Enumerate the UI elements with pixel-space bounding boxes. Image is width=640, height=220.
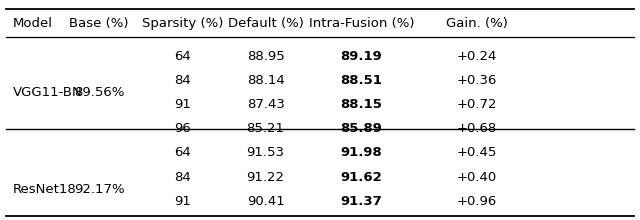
Text: Gain. (%): Gain. (%) bbox=[446, 16, 508, 30]
Text: 88.95: 88.95 bbox=[247, 50, 284, 63]
Text: 89.60: 89.60 bbox=[340, 219, 383, 220]
Text: +0.24: +0.24 bbox=[456, 50, 497, 63]
Text: +0.96: +0.96 bbox=[457, 195, 497, 208]
Text: Default (%): Default (%) bbox=[228, 16, 303, 30]
Text: +0.40: +0.40 bbox=[457, 170, 497, 184]
Text: 96: 96 bbox=[174, 219, 191, 220]
Text: 88.15: 88.15 bbox=[340, 98, 383, 111]
Text: +0.72: +0.72 bbox=[456, 98, 497, 111]
Text: 91.37: 91.37 bbox=[340, 195, 383, 208]
Text: 90.41: 90.41 bbox=[247, 195, 284, 208]
Text: 89.19: 89.19 bbox=[340, 50, 383, 63]
Text: 91: 91 bbox=[174, 98, 191, 111]
Text: 64: 64 bbox=[174, 146, 191, 160]
Text: 89.56%: 89.56% bbox=[74, 86, 124, 99]
Text: +0.45: +0.45 bbox=[456, 146, 497, 160]
Text: 91.62: 91.62 bbox=[340, 170, 383, 184]
Text: Intra-Fusion (%): Intra-Fusion (%) bbox=[309, 16, 414, 30]
Text: 88.14: 88.14 bbox=[247, 74, 284, 87]
Text: 91.53: 91.53 bbox=[246, 146, 285, 160]
Text: VGG11-BN: VGG11-BN bbox=[13, 86, 83, 99]
Text: 84: 84 bbox=[174, 170, 191, 184]
Text: 92.17%: 92.17% bbox=[74, 183, 125, 196]
Text: 96: 96 bbox=[174, 122, 191, 135]
Text: +0.36: +0.36 bbox=[456, 74, 497, 87]
Text: 85.21: 85.21 bbox=[246, 122, 285, 135]
Text: 91.98: 91.98 bbox=[340, 146, 383, 160]
Text: 64: 64 bbox=[174, 50, 191, 63]
Text: Model: Model bbox=[13, 16, 52, 30]
Text: 84: 84 bbox=[174, 74, 191, 87]
Text: 88.82: 88.82 bbox=[247, 219, 284, 220]
Text: +0.79: +0.79 bbox=[456, 219, 497, 220]
Text: 91.22: 91.22 bbox=[246, 170, 285, 184]
Text: Sparsity (%): Sparsity (%) bbox=[141, 16, 223, 30]
Text: +0.68: +0.68 bbox=[457, 122, 497, 135]
Text: 87.43: 87.43 bbox=[246, 98, 285, 111]
Text: Base (%): Base (%) bbox=[70, 16, 129, 30]
Text: 88.51: 88.51 bbox=[340, 74, 383, 87]
Text: ResNet18: ResNet18 bbox=[13, 183, 77, 196]
Text: 91: 91 bbox=[174, 195, 191, 208]
Text: 85.89: 85.89 bbox=[340, 122, 383, 135]
